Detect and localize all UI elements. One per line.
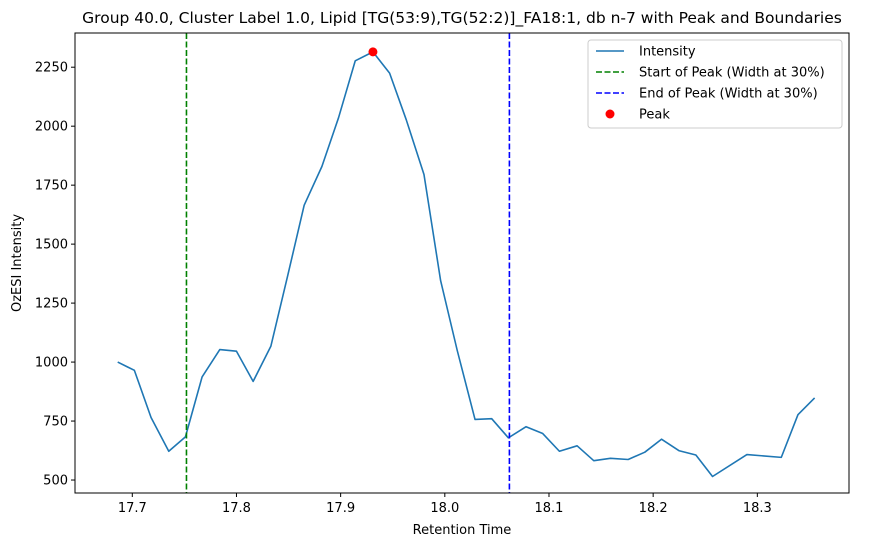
x-tick-label: 18.0 xyxy=(430,501,459,516)
x-tick-label: 17.7 xyxy=(118,501,147,516)
x-tick-label: 17.9 xyxy=(326,501,355,516)
y-tick-label: 1250 xyxy=(35,297,68,312)
x-tick-label: 18.3 xyxy=(743,501,772,516)
y-tick-label: 1750 xyxy=(35,179,68,194)
legend-label: Peak xyxy=(639,108,670,123)
y-tick-label: 2250 xyxy=(35,61,68,76)
legend: Intensity Start of Peak (Width at 30%) End… xyxy=(587,39,843,129)
y-tick-label: 2000 xyxy=(35,120,68,135)
y-tick-label: 1500 xyxy=(35,238,68,253)
x-axis-label: Retention Time xyxy=(413,523,512,538)
y-tick-label: 500 xyxy=(43,474,68,489)
y-axis-label: OzESI Intensity xyxy=(10,214,25,312)
legend-label: End of Peak (Width at 30%) xyxy=(639,87,818,102)
chart-title: Group 40.0, Cluster Label 1.0, Lipid [TG… xyxy=(82,9,842,28)
axes: 17.7 17.8 17.9 18.0 18.1 18.2 18.3 500 750 1000 12… xyxy=(35,61,772,516)
y-tick-label: 750 xyxy=(43,415,68,430)
x-tick-label: 18.1 xyxy=(535,501,564,516)
plot-area xyxy=(117,33,816,493)
intensity-line xyxy=(117,51,816,478)
y-tick-label: 1000 xyxy=(35,356,68,371)
legend-label: Start of Peak (Width at 30%) xyxy=(639,66,825,81)
x-tick-label: 17.8 xyxy=(222,501,251,516)
plot-frame xyxy=(74,32,850,494)
x-tick-label: 18.2 xyxy=(639,501,668,516)
peak-marker xyxy=(368,47,378,57)
legend-swatch-peak xyxy=(605,109,615,119)
legend-box xyxy=(587,39,843,129)
legend-label: Intensity xyxy=(639,45,696,60)
